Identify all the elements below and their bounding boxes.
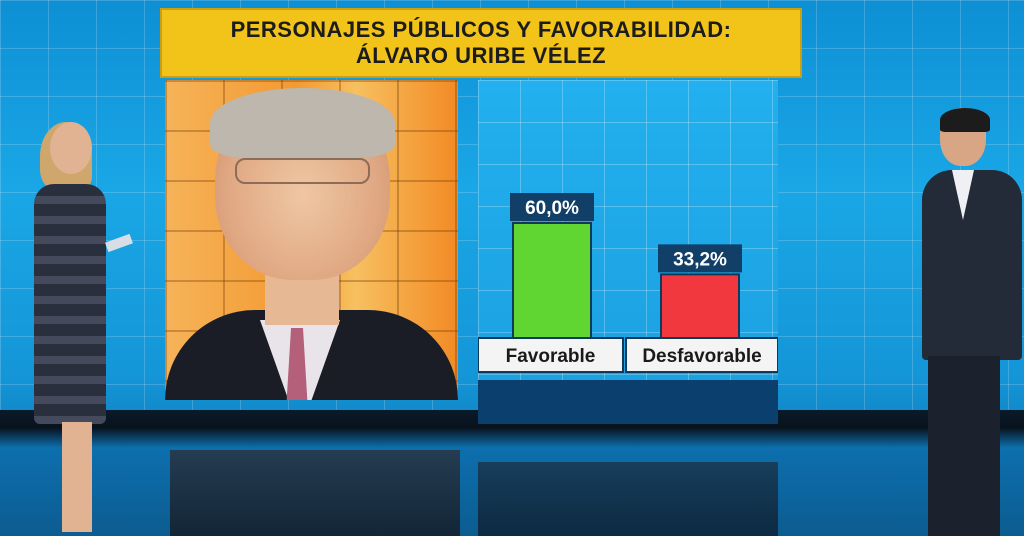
presenter-male-legs [928,356,1000,536]
category-label-bg-favorable [478,337,624,373]
graphic-title-banner: PERSONAJES PÚBLICOS Y FAVORABILIDAD: ÁLV… [160,8,802,78]
chart-svg: 60,0% Favorable 33,2% Desfavorable [478,193,778,373]
subject-portrait [165,80,458,400]
graphic-title-line1: PERSONAJES PÚBLICOS Y FAVORABILIDAD: [230,17,732,42]
value-label-bg-desfavorable [658,244,742,273]
presenter-female [28,122,138,532]
favorability-bar-chart: 60,0% Favorable 33,2% Desfavorable [478,80,778,424]
presenter-female-legs [62,422,92,532]
portrait-hair [210,88,395,158]
value-label-favorable: 60,0% [525,198,579,219]
value-label-bg-favorable [510,193,594,221]
floor-reflection [170,450,460,536]
presenter-male [918,108,1022,536]
portrait-glasses [235,158,370,184]
presenter-female-face [50,122,92,174]
category-label-desfavorable: Desfavorable [642,346,761,367]
graphic-subject-name: ÁLVARO URIBE VÉLEZ [355,43,607,68]
category-label-favorable: Favorable [506,346,596,367]
category-label-bg-desfavorable [625,337,778,373]
chart-floor [478,380,778,424]
value-label-desfavorable: 33,2% [673,249,727,270]
presenter-male-hair [940,108,990,132]
floor-reflection-chart [478,462,778,536]
bar-desfavorable [660,273,740,340]
presenter-male-suit [922,170,1022,360]
presenter-tablet [105,233,133,253]
presenter-female-dress [34,184,106,424]
bar-favorable [512,222,592,339]
